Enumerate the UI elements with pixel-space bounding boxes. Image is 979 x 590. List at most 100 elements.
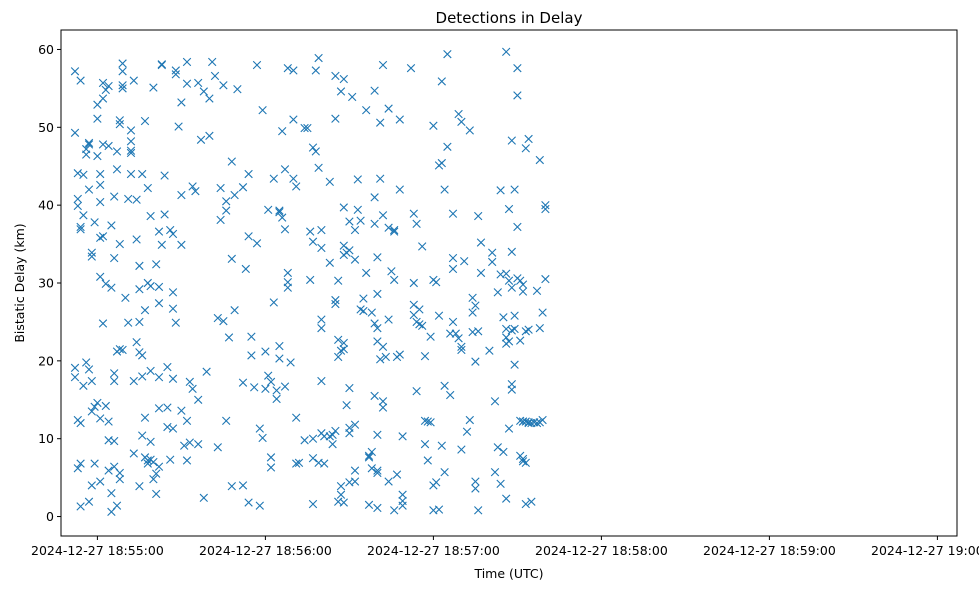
data-point-marker <box>171 318 180 327</box>
data-point-marker <box>275 354 284 363</box>
data-point-marker <box>171 66 180 75</box>
data-point-marker <box>129 76 138 85</box>
data-point-marker <box>154 404 164 413</box>
data-point-marker <box>474 506 483 515</box>
data-point-marker <box>339 241 348 250</box>
data-point-marker <box>154 462 164 471</box>
data-point-marker <box>233 84 242 94</box>
data-point-marker <box>510 324 519 334</box>
data-point-marker <box>443 142 452 151</box>
data-point-marker <box>255 501 264 510</box>
data-point-marker <box>244 169 253 179</box>
data-point-marker <box>320 459 329 468</box>
data-point-marker <box>115 474 124 484</box>
data-point-marker <box>367 464 376 473</box>
data-point-marker <box>230 190 239 200</box>
data-point-marker <box>378 60 388 70</box>
chart-title: Detections in Delay <box>436 9 583 27</box>
data-point-marker <box>112 165 122 174</box>
data-point-marker <box>378 397 388 406</box>
data-point-marker <box>124 318 133 327</box>
data-point-marker <box>157 240 166 250</box>
data-point-marker <box>110 192 119 201</box>
data-point-marker <box>266 463 276 472</box>
data-point-marker <box>182 456 192 465</box>
data-point-marker <box>336 490 346 499</box>
data-point-marker <box>292 413 301 422</box>
data-point-marker <box>73 201 82 211</box>
data-point-marker <box>149 457 158 467</box>
x-tick-label: 2024-12-27 19:00:00 <box>871 543 979 558</box>
data-point-marker <box>331 114 340 123</box>
data-point-marker <box>96 477 105 486</box>
data-point-marker <box>138 351 147 360</box>
data-point-marker <box>381 352 390 362</box>
data-point-marker <box>434 505 444 514</box>
data-point-marker <box>306 227 315 236</box>
data-point-marker <box>507 283 516 292</box>
data-point-marker <box>448 317 458 327</box>
data-point-marker <box>384 477 393 486</box>
data-point-marker <box>518 280 528 289</box>
data-point-marker <box>518 454 528 464</box>
data-point-marker <box>135 481 144 491</box>
data-point-marker <box>308 143 318 152</box>
data-point-marker <box>390 506 399 515</box>
data-point-marker <box>118 67 127 76</box>
y-tick-label: 30 <box>38 276 54 291</box>
data-point-marker <box>342 401 351 410</box>
data-point-marker <box>182 79 192 88</box>
data-point-marker <box>101 279 110 288</box>
x-tick-label: 2024-12-27 18:56:00 <box>199 543 332 558</box>
data-point-marker <box>96 272 105 281</box>
data-point-marker <box>104 81 113 91</box>
data-point-marker <box>420 439 430 449</box>
data-point-marker <box>205 131 214 141</box>
data-point-marker <box>87 481 96 490</box>
data-point-marker <box>73 194 82 204</box>
data-point-marker <box>345 423 354 432</box>
data-point-marker <box>292 182 301 191</box>
data-point-marker <box>76 502 85 511</box>
data-point-marker <box>252 239 262 248</box>
data-point-marker <box>247 351 256 360</box>
data-point-marker <box>457 342 466 352</box>
data-point-marker <box>521 499 530 509</box>
data-point-marker <box>457 445 466 454</box>
data-point-marker <box>443 49 452 59</box>
data-point-marker <box>364 451 374 461</box>
data-point-marker <box>110 376 119 386</box>
data-point-marker <box>98 78 108 88</box>
data-point-marker <box>264 371 273 380</box>
data-point-marker <box>255 424 264 433</box>
data-point-marker <box>275 341 284 351</box>
data-point-marker <box>336 481 346 491</box>
data-point-marker <box>496 479 505 489</box>
data-point-marker <box>510 185 519 194</box>
data-point-marker <box>143 456 152 465</box>
data-point-marker <box>376 118 385 127</box>
data-point-marker <box>518 287 528 296</box>
data-point-marker <box>205 94 214 103</box>
data-point-marker <box>135 317 144 327</box>
data-point-marker <box>115 120 124 129</box>
data-point-marker <box>87 248 96 257</box>
data-point-marker <box>90 402 99 411</box>
data-point-marker <box>437 158 446 168</box>
data-point-marker <box>258 433 267 443</box>
data-point-marker <box>110 369 119 378</box>
data-point-marker <box>485 346 494 355</box>
x-tick-label: 2024-12-27 18:58:00 <box>535 543 668 558</box>
data-point-marker <box>258 105 267 115</box>
data-point-marker <box>177 98 186 107</box>
data-point-marker <box>266 453 276 462</box>
data-point-marker <box>331 71 340 81</box>
data-point-marker <box>87 252 96 261</box>
data-point-marker <box>465 126 474 135</box>
data-point-marker <box>488 248 497 257</box>
data-point-marker <box>457 345 466 355</box>
data-point-marker <box>76 459 85 468</box>
data-point-marker <box>314 53 323 63</box>
data-point-marker <box>516 336 525 345</box>
